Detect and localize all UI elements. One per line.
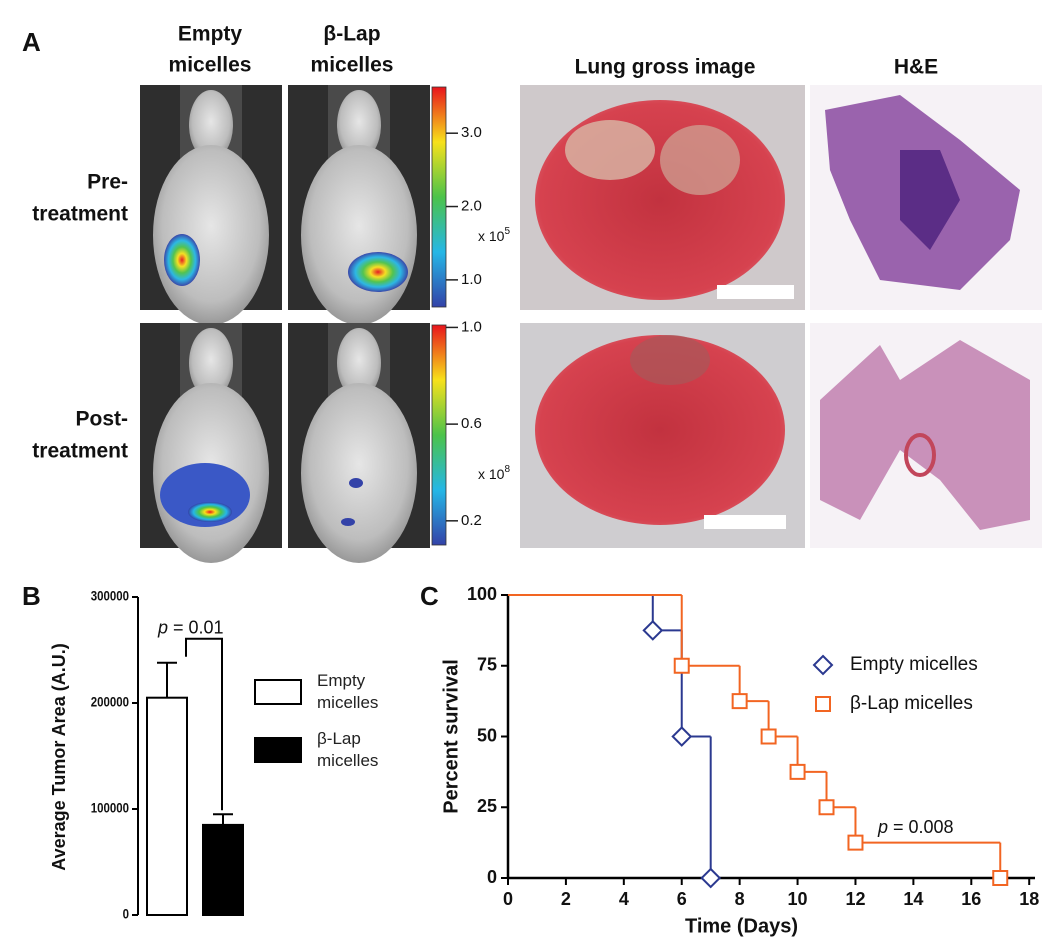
colorbar	[431, 86, 447, 308]
colorbar-tick-label: 0.2	[461, 512, 482, 529]
marker	[992, 870, 1009, 886]
annotation-italic: p	[157, 617, 168, 637]
legend-label: β-Lap micelles	[850, 693, 973, 714]
row-label: treatment	[32, 203, 128, 226]
lung	[535, 100, 785, 300]
marker	[815, 696, 831, 712]
lung	[630, 335, 710, 385]
annotation-text: = 0.01	[173, 617, 224, 637]
marker	[760, 728, 777, 745]
y-tick-label: 100	[467, 584, 497, 604]
signal	[164, 234, 200, 286]
colorbar-unit: x 108	[478, 464, 510, 482]
row-label: treatment	[32, 440, 128, 463]
scale-bar	[704, 515, 786, 529]
legend-label: Empty micelles	[850, 654, 978, 675]
signal	[341, 518, 355, 526]
colorbar-tick-label: 2.0	[461, 198, 482, 215]
significance-bracket	[185, 637, 223, 811]
unit-exponent: 5	[504, 226, 510, 237]
x-tick-label: 4	[619, 889, 629, 909]
y-tick-label: 300000	[91, 588, 129, 604]
mouse-image	[288, 323, 430, 563]
column-label: Empty	[178, 23, 243, 46]
marker	[673, 657, 690, 674]
tissue	[904, 433, 936, 477]
x-tick-label: 0	[503, 889, 513, 909]
colorbar-tick-label: 1.0	[461, 318, 482, 335]
lung	[535, 335, 785, 525]
x-tick-label: 16	[961, 889, 981, 909]
image-panels	[140, 85, 1042, 563]
x-tick-label: 12	[845, 889, 865, 909]
mouse-image	[140, 323, 282, 563]
marker	[642, 619, 664, 641]
column-label: Lung gross image	[575, 56, 756, 79]
legend-label: β-Lap micelles	[317, 729, 379, 770]
marker	[812, 654, 834, 676]
panel-label: B	[22, 581, 41, 611]
marker	[700, 867, 722, 889]
lung	[565, 120, 655, 180]
y-tick-label: 25	[477, 796, 497, 816]
panel-label: A	[22, 27, 41, 57]
signal	[349, 478, 363, 488]
y-tick-label: 100000	[91, 800, 129, 816]
colorbar	[431, 324, 447, 546]
x-tick-label: 8	[735, 889, 745, 909]
annotation-text: = 0.008	[893, 817, 954, 837]
panel-label: C	[420, 581, 439, 611]
x-tick-label: 2	[561, 889, 571, 909]
colorbar-tick-label: 0.6	[461, 415, 482, 432]
colorbar-unit: x 105	[478, 226, 510, 244]
column-label: H&E	[894, 56, 938, 79]
colorbar-tick-label: 1.0	[461, 271, 482, 288]
x-tick-label: 14	[903, 889, 923, 909]
annotation: p = 0.01	[157, 617, 224, 637]
y-tick-label: 0	[123, 906, 129, 922]
y-tick-label: 200000	[91, 694, 129, 710]
unit-base: x 10	[478, 466, 505, 482]
unit-base: x 10	[478, 228, 505, 244]
y-axis-label: Average Tumor Area (A.U.)	[49, 643, 69, 870]
annotation-italic: p	[877, 817, 888, 837]
marker	[818, 799, 835, 816]
y-axis-label: Percent survival	[440, 659, 462, 814]
y-tick-label: 50	[477, 725, 497, 745]
scale-bar	[717, 285, 794, 299]
unit-exponent: 8	[504, 464, 510, 475]
y-tick-label: 0	[487, 867, 497, 887]
x-tick-label: 6	[677, 889, 687, 909]
lung	[660, 125, 740, 195]
bar	[146, 696, 188, 917]
legend-label: Empty micelles	[317, 671, 379, 712]
marker	[731, 693, 748, 710]
x-tick-label: 18	[1019, 889, 1039, 909]
legend-swatch	[254, 679, 302, 705]
colorbar-tick-label: 3.0	[461, 124, 482, 141]
mouse-image	[288, 85, 430, 325]
x-axis-label: Time (Days)	[685, 915, 798, 937]
mouse-image	[140, 85, 282, 325]
tissue	[900, 150, 960, 250]
y-tick-label: 75	[477, 655, 497, 675]
bar	[202, 823, 244, 917]
signal	[348, 252, 408, 292]
column-label: micelles	[169, 54, 252, 77]
x-tick-label: 10	[788, 889, 808, 909]
legend-swatch	[254, 737, 302, 763]
marker	[847, 834, 864, 851]
row-label: Pre-	[87, 171, 128, 194]
marker	[789, 763, 806, 780]
annotation: p = 0.008	[877, 817, 954, 837]
column-label: β-Lap	[323, 23, 380, 46]
row-label: Post-	[76, 408, 129, 431]
column-label: micelles	[311, 54, 394, 77]
marker	[671, 726, 693, 747]
signal	[188, 502, 232, 522]
